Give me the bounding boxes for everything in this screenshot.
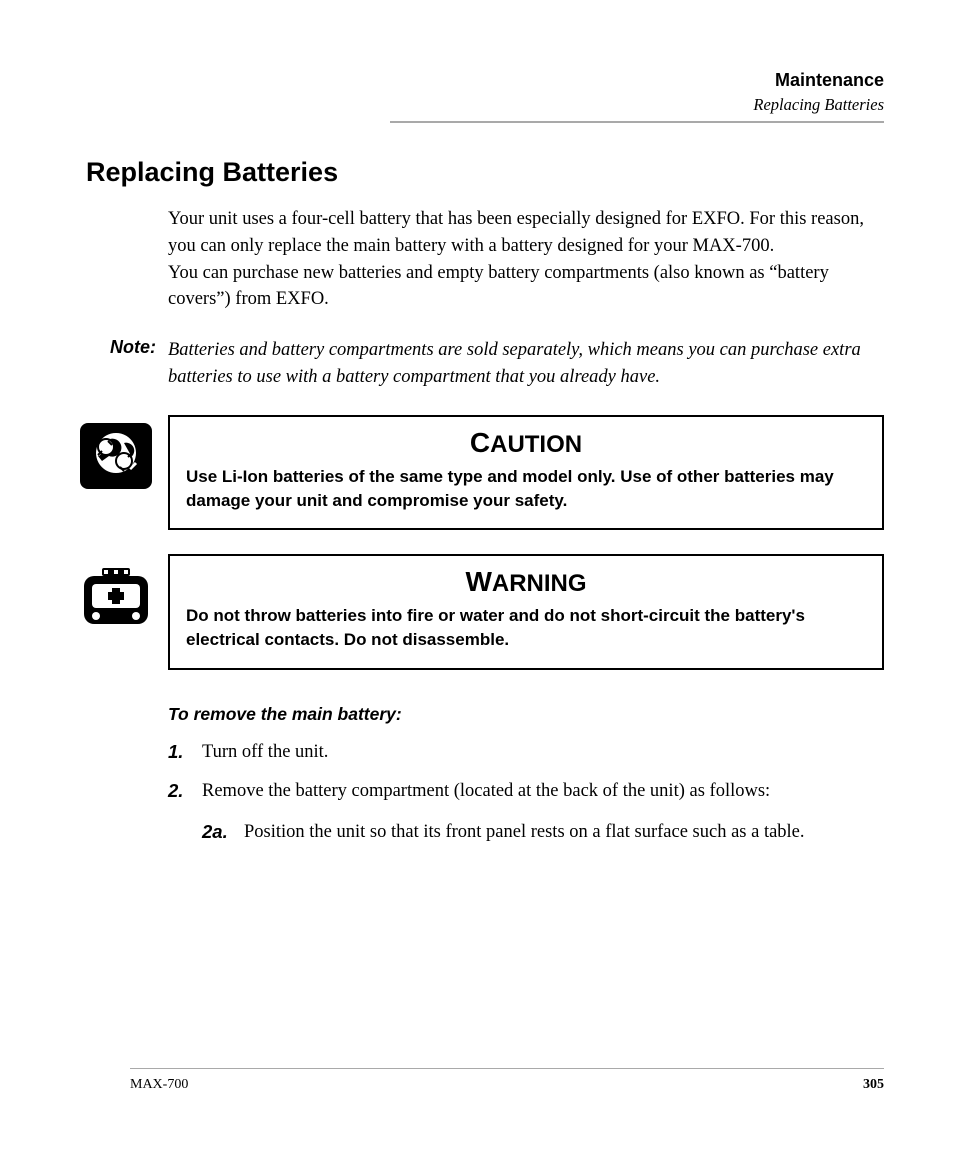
step-1-text: Turn off the unit. <box>202 739 328 766</box>
chapter-title: Maintenance <box>130 70 884 91</box>
substep-2a-text: Position the unit so that its front pane… <box>244 819 805 846</box>
intro-paragraph-2: You can purchase new batteries and empty… <box>168 263 829 310</box>
warning-icon <box>78 560 154 630</box>
substep-2a-num: 2a. <box>202 819 244 846</box>
step-1: 1. Turn off the unit. <box>168 739 884 766</box>
warning-title: WARNING <box>186 566 866 598</box>
step-2-num: 2. <box>168 778 202 805</box>
step-2: 2. Remove the battery compartment (locat… <box>168 778 884 805</box>
intro-paragraph-1: Your unit uses a four-cell battery that … <box>168 209 864 256</box>
procedure-heading: To remove the main battery: <box>168 704 884 725</box>
step-2-text: Remove the battery compartment (located … <box>202 778 770 805</box>
footer-model: MAX-700 <box>130 1077 188 1093</box>
header-section-title: Replacing Batteries <box>130 95 884 115</box>
warning-title-first: W <box>465 566 491 597</box>
note-body: Batteries and battery compartments are s… <box>168 337 884 391</box>
note-block: Note: Batteries and battery compartments… <box>130 337 884 391</box>
caution-box: CAUTION Use Li-Ion batteries of the same… <box>168 415 884 531</box>
page-footer: MAX-700 305 <box>130 1068 884 1093</box>
page-header: Maintenance Replacing Batteries <box>130 70 884 123</box>
intro-text: Your unit uses a four-cell battery that … <box>168 206 884 313</box>
footer-row: MAX-700 305 <box>130 1077 884 1093</box>
warning-title-rest: ARNING <box>492 570 587 597</box>
caution-title: CAUTION <box>186 427 866 459</box>
footer-page-number: 305 <box>863 1077 884 1093</box>
caution-title-first: C <box>470 427 490 458</box>
caution-title-rest: AUTION <box>490 431 582 458</box>
caution-icon <box>78 421 154 491</box>
section-heading: Replacing Batteries <box>86 157 884 188</box>
warning-box: WARNING Do not throw batteries into fire… <box>168 554 884 670</box>
caution-body: Use Li-Ion batteries of the same type an… <box>186 465 866 513</box>
substep-2a: 2a. Position the unit so that its front … <box>202 819 884 846</box>
warning-body: Do not throw batteries into fire or wate… <box>186 604 866 652</box>
note-label: Note: <box>98 337 168 391</box>
header-rule <box>390 121 884 123</box>
step-1-num: 1. <box>168 739 202 766</box>
page-container: Maintenance Replacing Batteries Replacin… <box>0 0 954 896</box>
footer-rule <box>130 1068 884 1069</box>
